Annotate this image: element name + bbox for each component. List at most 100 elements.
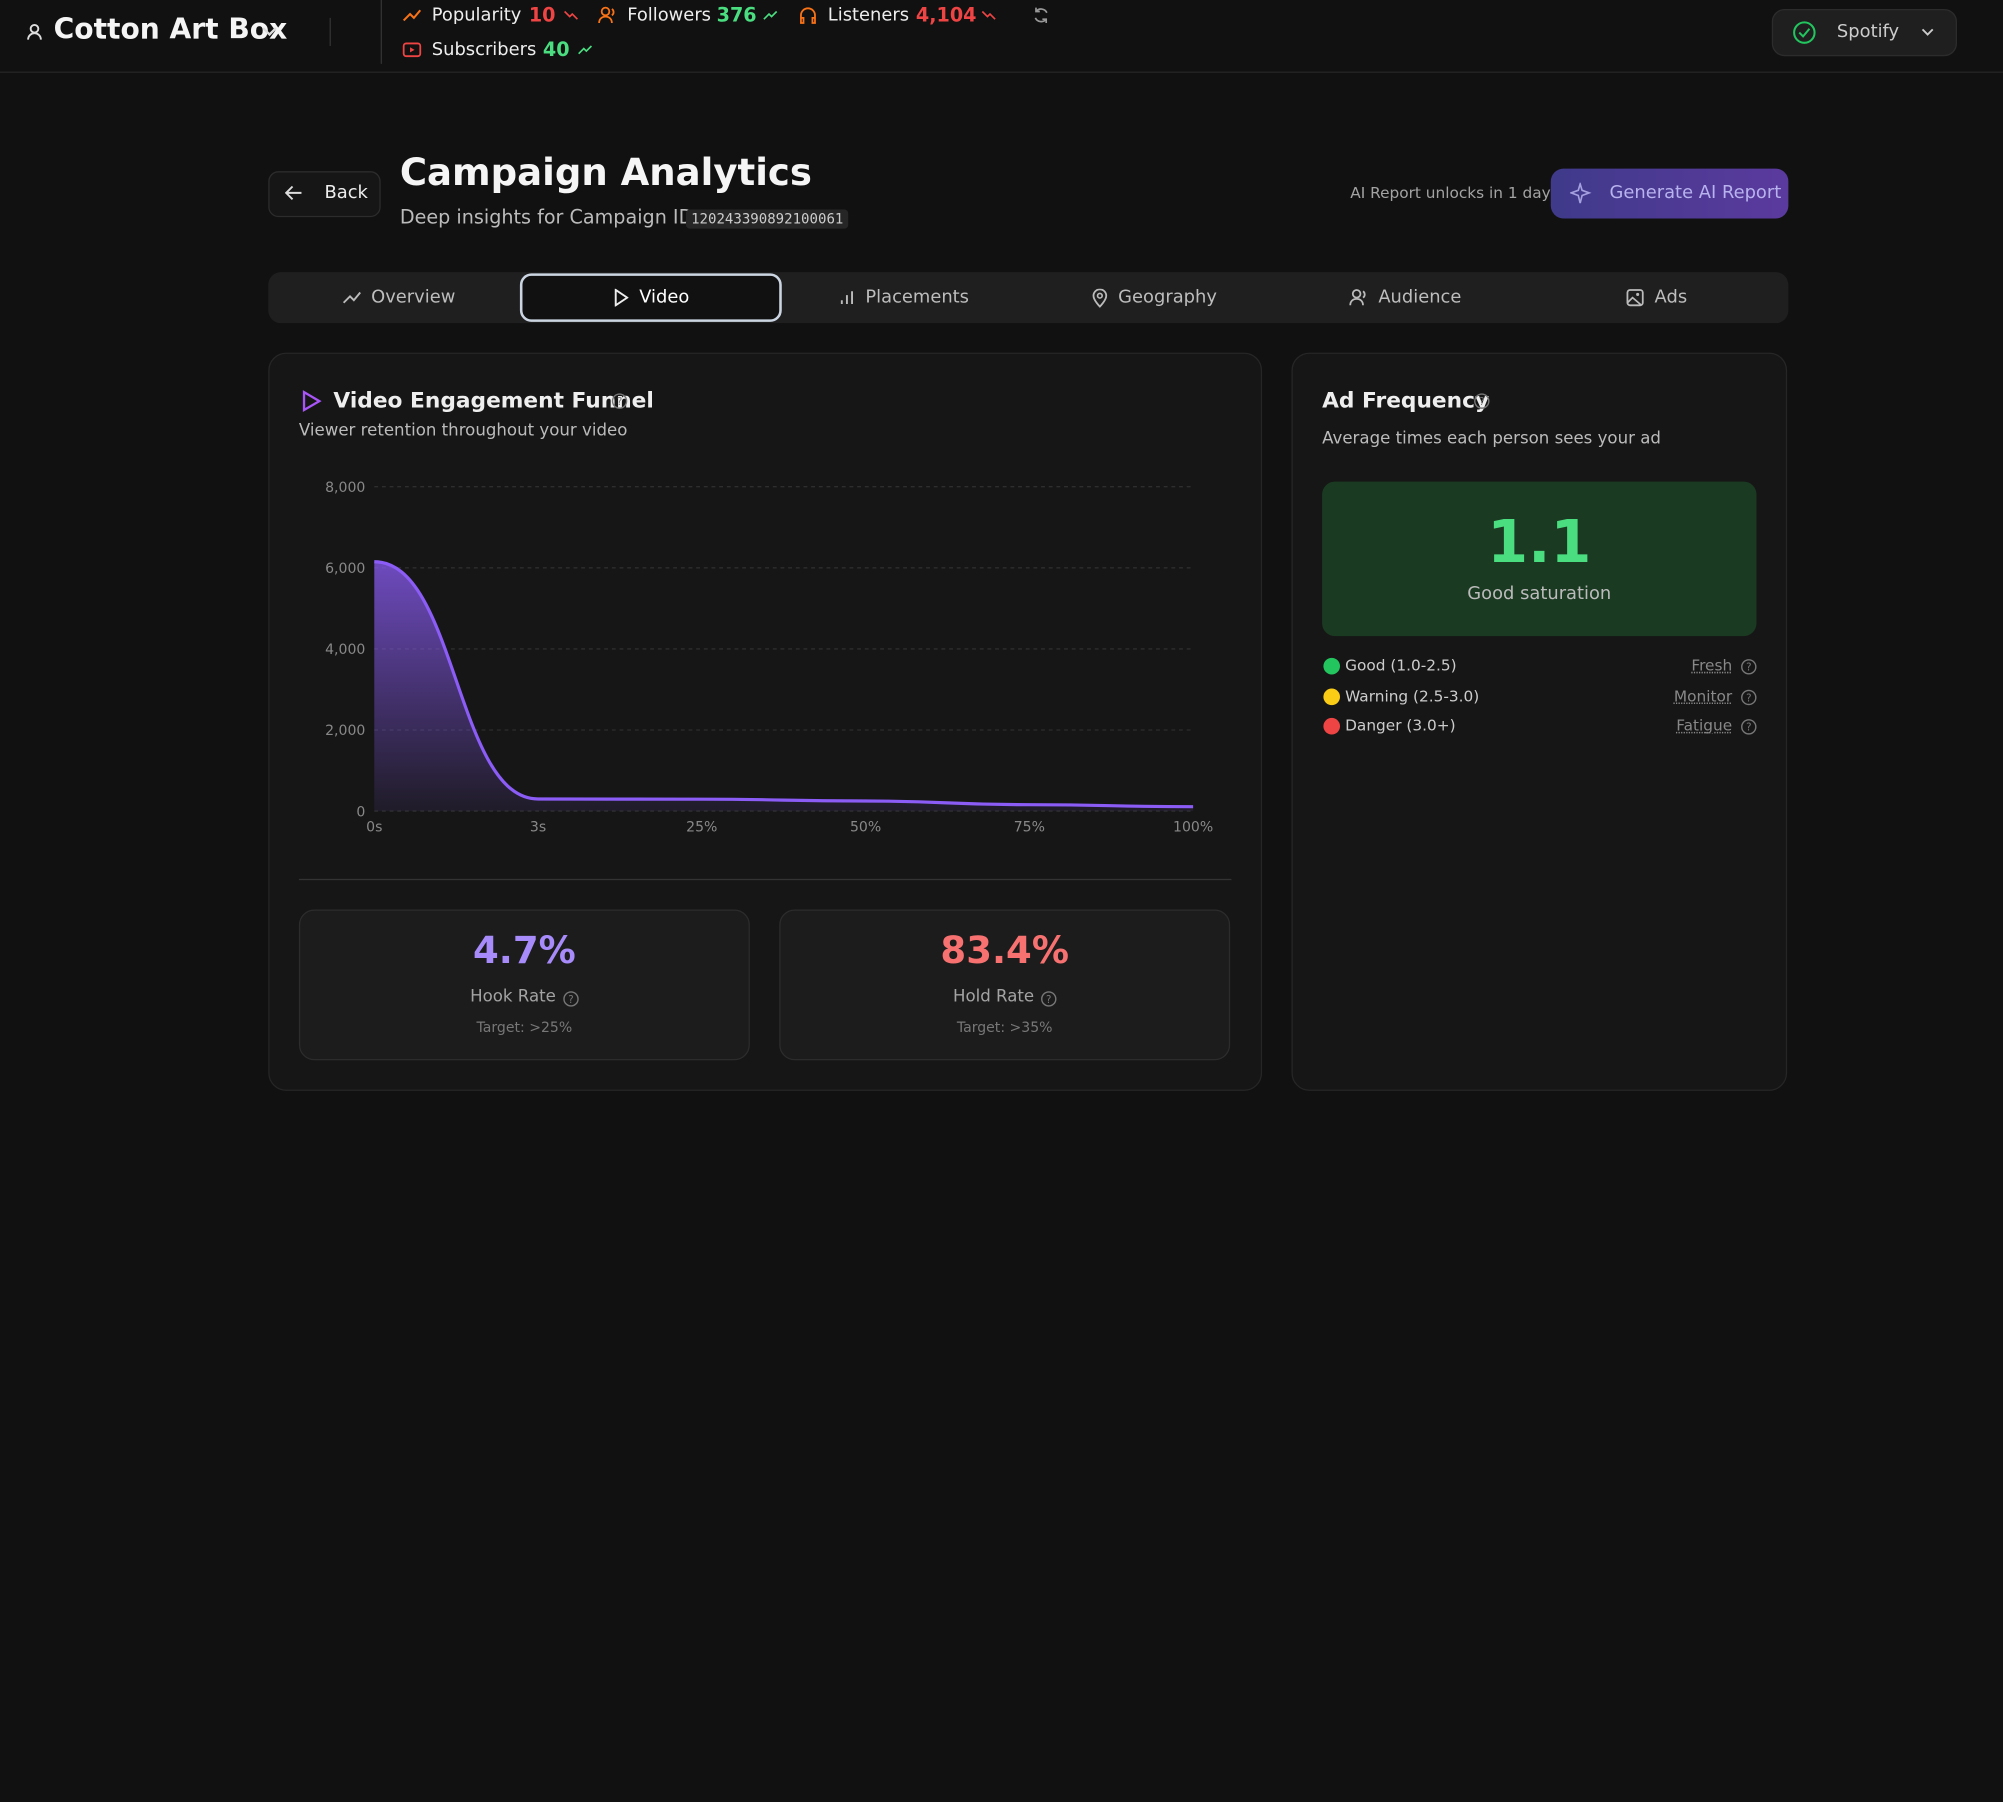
tab-label: Ads — [1654, 287, 1688, 308]
y-tick-label: 4,000 — [325, 642, 365, 658]
frequency-panel — [1322, 481, 1757, 637]
trend-down — [564, 10, 578, 20]
svg-text:?: ? — [1746, 663, 1751, 674]
youtube-icon — [402, 42, 422, 58]
brand[interactable]: Cotton Art Box — [53, 14, 288, 46]
followers-icon — [598, 6, 615, 24]
svg-text:?: ? — [1746, 723, 1751, 734]
svg-text:?: ? — [1046, 995, 1051, 1006]
legend-tag[interactable]: Fatigue — [1676, 716, 1733, 735]
listeners-icon — [800, 7, 816, 24]
legend-label: Warning (2.5-3.0) — [1345, 686, 1480, 705]
area-line — [374, 560, 1194, 809]
x-tick-label: 50% — [850, 820, 881, 836]
metric-label: Hook Rate — [470, 987, 556, 1007]
stat-value: 10 — [528, 3, 556, 27]
stat-label: Subscribers — [431, 39, 537, 61]
status-dot — [1323, 657, 1341, 675]
stat-label: Listeners — [827, 5, 910, 26]
y-tick-label: 6,000 — [325, 561, 365, 577]
platform-name: Spotify — [1836, 21, 1900, 43]
legend-label: Danger (3.0+) — [1345, 716, 1456, 735]
stat-label: Popularity — [431, 5, 522, 26]
tab-icon — [1626, 289, 1644, 307]
svg-text:?: ? — [617, 397, 622, 408]
stat-label: Followers — [627, 5, 711, 26]
frequency-card — [1291, 352, 1788, 1091]
divider — [329, 17, 331, 46]
tab-icon — [841, 291, 854, 305]
help-icon[interactable]: ? — [1740, 688, 1758, 706]
user-icon — [27, 23, 42, 40]
ai-button[interactable] — [1550, 168, 1789, 219]
card-subtitle: Average times each person sees your ad — [1322, 429, 1661, 449]
metric-value: 4.7% — [473, 928, 576, 973]
stat-value: 376 — [716, 3, 757, 27]
brand-chevron[interactable] — [261, 26, 279, 39]
tab-label: Placements — [865, 287, 970, 308]
x-tick-label: 100% — [1173, 820, 1213, 836]
x-tick-label: 75% — [1014, 820, 1045, 836]
tab-icon — [615, 288, 629, 307]
help-icon[interactable]: ? — [1740, 658, 1758, 676]
back-arrow — [284, 185, 302, 200]
trend-down — [981, 10, 996, 20]
tab[interactable]: Overview — [273, 275, 523, 321]
metric-target: Target: >35% — [956, 1019, 1053, 1036]
tab-label: Video — [639, 287, 690, 308]
tab-label: Geography — [1118, 287, 1217, 308]
metric-card — [779, 909, 1231, 1061]
active-tab — [519, 273, 782, 322]
trend-icon — [402, 9, 422, 22]
x-tick-label: 3s — [530, 820, 546, 836]
tab[interactable]: Video — [524, 275, 779, 321]
tab-icon — [342, 291, 361, 304]
x-tick-label: 0s — [366, 820, 382, 836]
tab[interactable]: Ads — [1530, 275, 1783, 321]
y-tick-label: 2,000 — [325, 723, 365, 739]
svg-text:?: ? — [1746, 693, 1751, 704]
frequency-value: 1.1 — [1487, 507, 1592, 577]
help-icon[interactable]: ? — [611, 392, 629, 410]
frequency-status: Good saturation — [1467, 583, 1612, 605]
campaign-id: 120243390892100061 — [685, 209, 849, 229]
metric-card — [298, 909, 750, 1061]
card-subtitle: Viewer retention throughout your video — [298, 421, 628, 441]
tab[interactable]: Placements — [779, 275, 1029, 321]
trend-up — [578, 45, 593, 55]
page-title: Campaign Analytics — [399, 150, 812, 195]
svg-text:?: ? — [1479, 397, 1484, 408]
tab-icon — [1093, 288, 1108, 308]
help-icon[interactable]: ? — [1473, 392, 1491, 410]
stat-value: 4,104 — [915, 3, 977, 27]
tab-icon — [1349, 289, 1366, 306]
ai-note: AI Report unlocks in 1 days — [1350, 183, 1559, 202]
header-border — [0, 71, 2003, 73]
tab-label: Overview — [371, 287, 456, 308]
play-icon — [302, 390, 322, 413]
stat-value: 40 — [542, 38, 570, 62]
tab-label: Audience — [1378, 287, 1462, 308]
card-title: Ad Frequency — [1322, 388, 1490, 414]
separator — [298, 878, 1232, 881]
help-icon[interactable]: ? — [1740, 718, 1758, 736]
refresh-button[interactable] — [1032, 6, 1050, 24]
legend-tag[interactable]: Fresh — [1691, 656, 1733, 675]
help-icon[interactable]: ? — [1040, 990, 1058, 1008]
legend-label: Good (1.0-2.5) — [1345, 656, 1457, 675]
metric-value: 83.4% — [940, 928, 1069, 973]
tab[interactable]: Audience — [1280, 275, 1530, 321]
ai-button-label: Generate AI Report — [1609, 182, 1782, 204]
legend-tag[interactable]: Monitor — [1673, 686, 1733, 705]
help-icon[interactable]: ? — [562, 990, 580, 1008]
trend-up — [763, 10, 778, 20]
metric-label: Hold Rate — [952, 987, 1035, 1007]
tab[interactable]: Geography — [1030, 275, 1280, 321]
check-icon — [1793, 21, 1816, 44]
page-subtitle: Deep insights for Campaign ID: — [399, 205, 700, 229]
area-fill — [374, 561, 1194, 812]
chevron — [1921, 28, 1934, 36]
divider — [380, 0, 382, 64]
